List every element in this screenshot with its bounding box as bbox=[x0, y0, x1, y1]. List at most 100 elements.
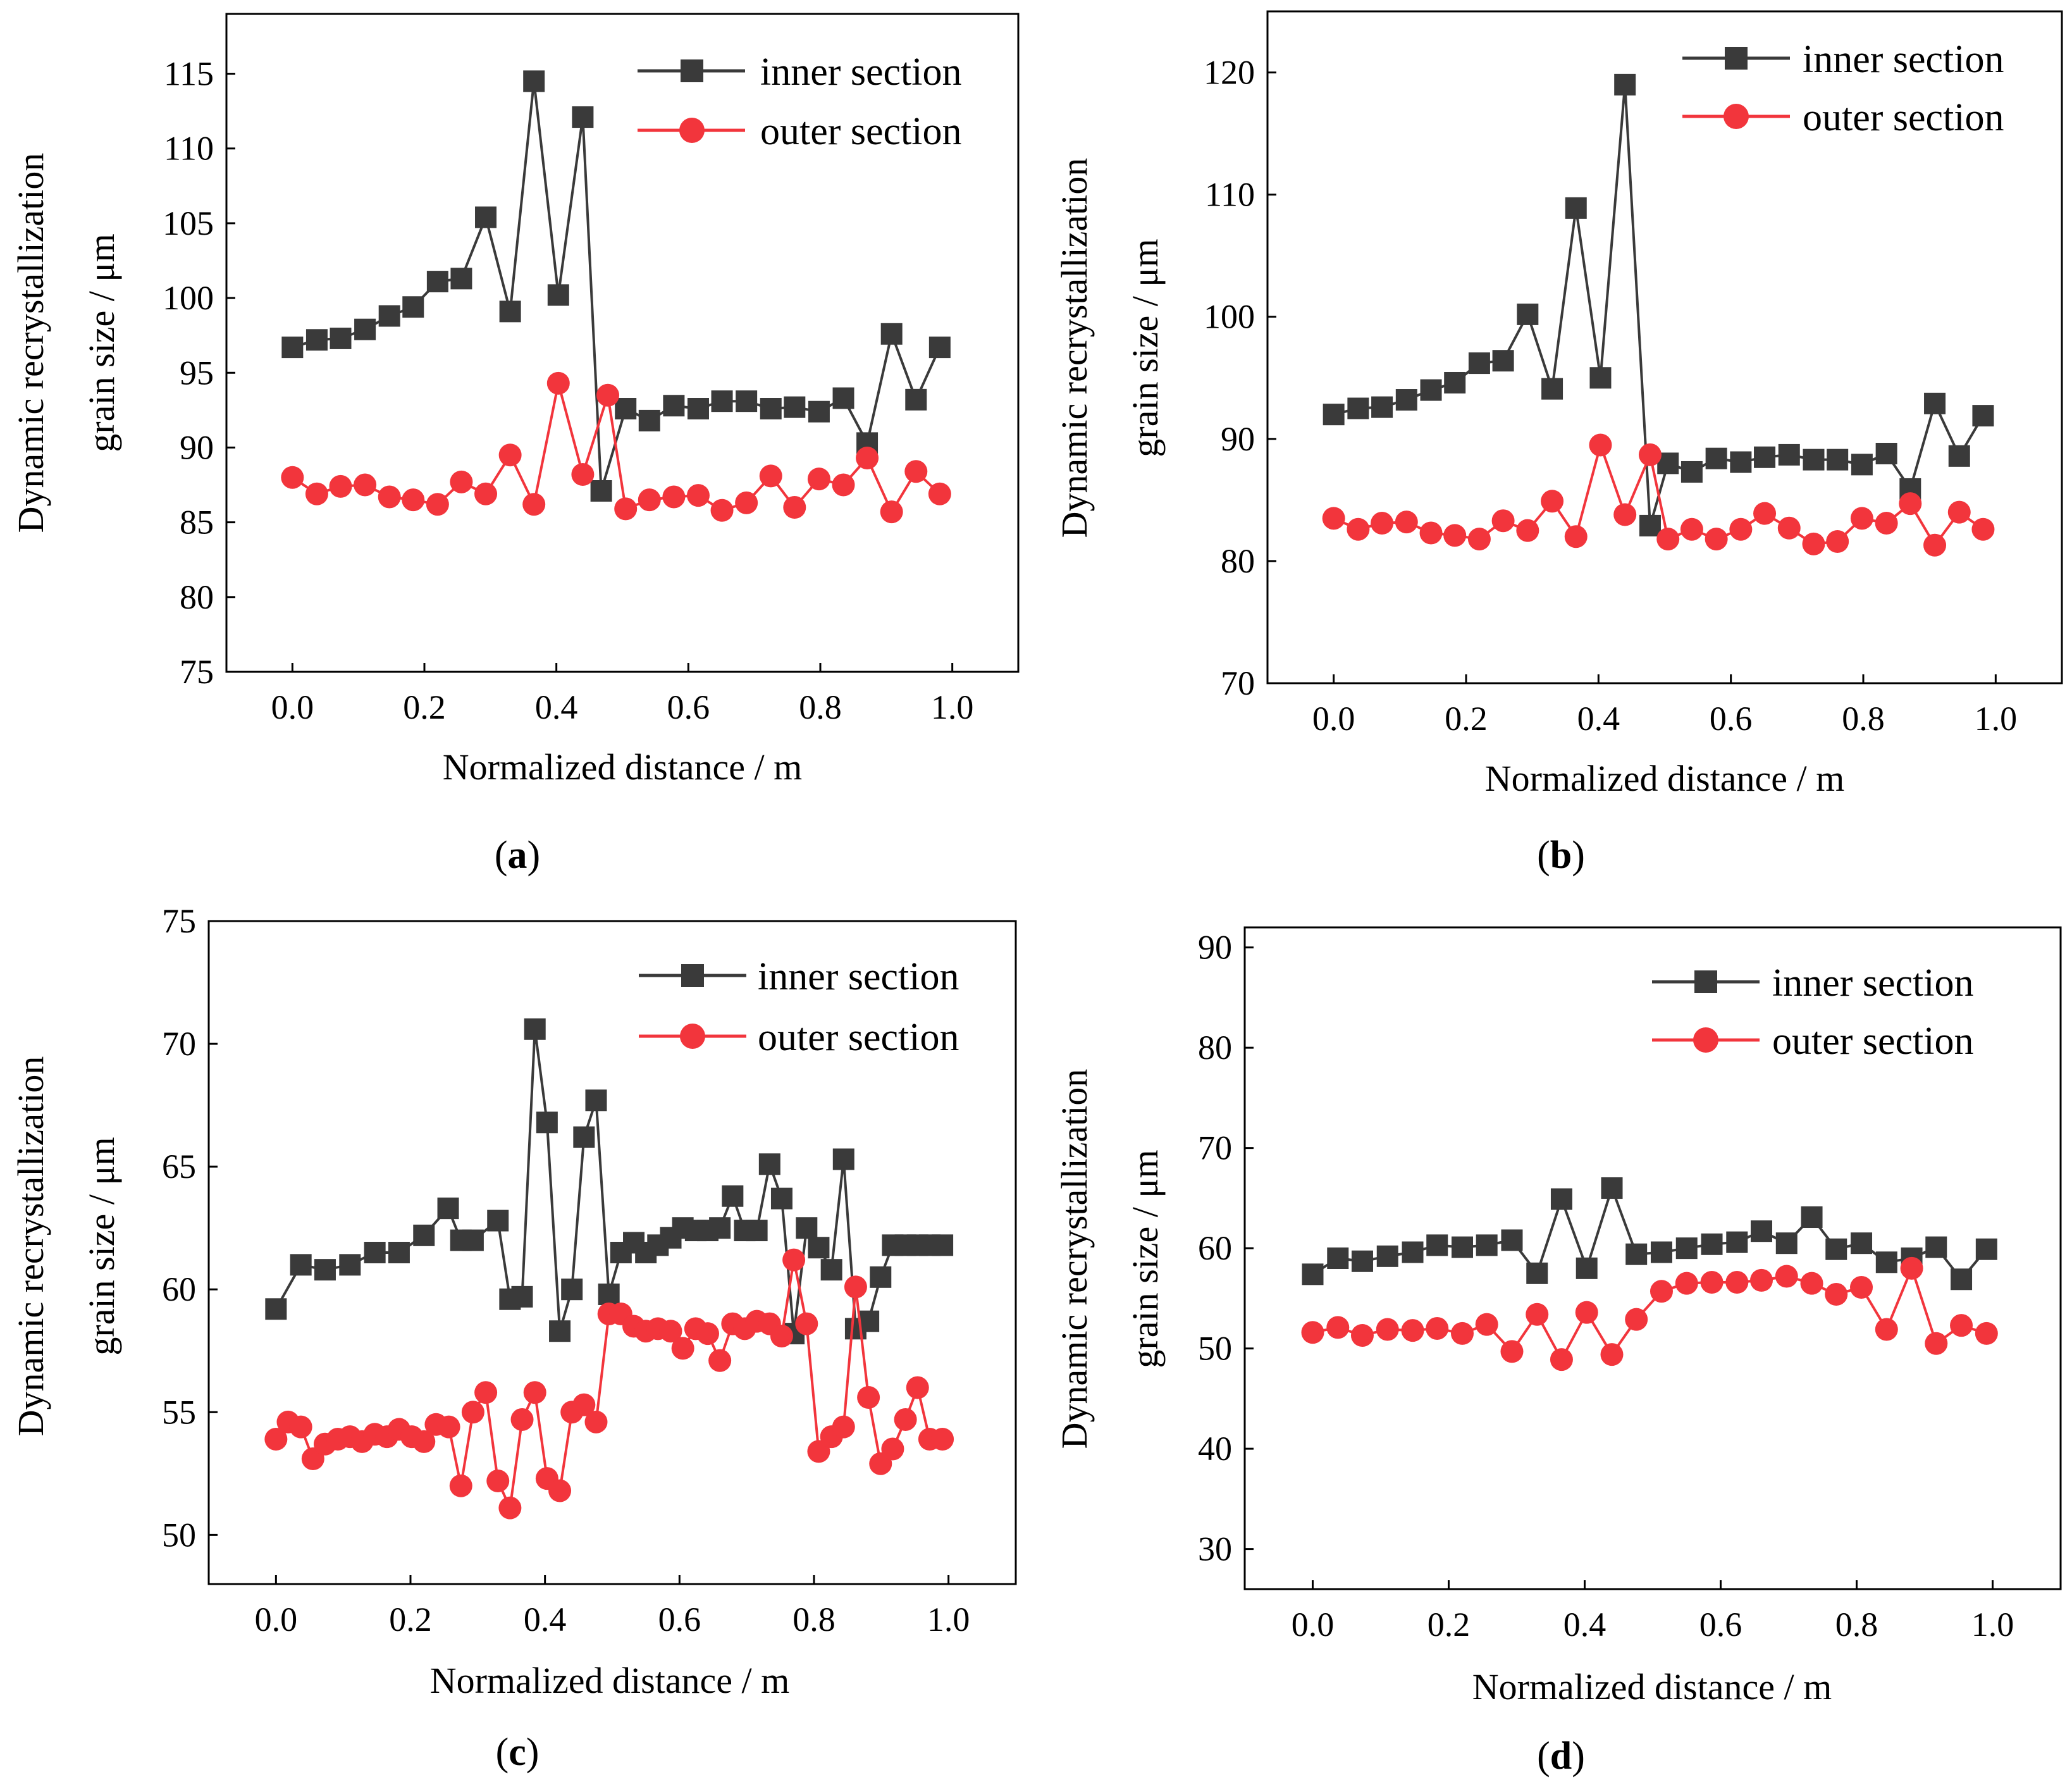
panel-d-outer-point bbox=[1600, 1343, 1624, 1366]
panel-c-inner-point bbox=[770, 1187, 792, 1210]
panel-c-outer-point bbox=[795, 1312, 818, 1335]
panel-a-outer-point bbox=[759, 464, 782, 488]
panel-c-legend-inner-label: inner section bbox=[758, 955, 959, 998]
panel-d-inner-point bbox=[1851, 1232, 1873, 1254]
panel-a-outer-point bbox=[498, 443, 522, 467]
panel-d-legend-inner-marker bbox=[1694, 970, 1717, 993]
panel-a-outer-point bbox=[735, 491, 758, 514]
panel-d-inner-point bbox=[1701, 1233, 1723, 1255]
panel-c-outer-point bbox=[857, 1386, 880, 1409]
panel-b-outer-point bbox=[1541, 490, 1564, 513]
panel-b-inner-point bbox=[1680, 461, 1703, 483]
panel-d-inner-point bbox=[1726, 1231, 1748, 1253]
panel-b-inner-point bbox=[1492, 350, 1514, 372]
panel-c-outer-point bbox=[931, 1427, 954, 1451]
panel-b-x-tick-label: 0.0 bbox=[1312, 700, 1355, 738]
panel-a-outer-point bbox=[662, 485, 686, 509]
panel-b-inner-point bbox=[1420, 379, 1442, 401]
panel-a-series-inner bbox=[281, 70, 951, 502]
panel-d-x-tick-label: 0.6 bbox=[1699, 1606, 1742, 1644]
panel-a-inner-point bbox=[572, 106, 594, 128]
panel-b-inner-point bbox=[1754, 446, 1776, 468]
panel-b-caption: (b) bbox=[1537, 834, 1585, 877]
panel-b-inner-point bbox=[1705, 447, 1727, 469]
panel-d-outer-point bbox=[1625, 1308, 1648, 1331]
panel-a-inner-point bbox=[832, 387, 854, 409]
panel-a-inner-point bbox=[475, 206, 497, 228]
panel-c-y-axis-title-line2: grain size / μm bbox=[81, 1137, 122, 1355]
panel-b-inner-point bbox=[1565, 197, 1587, 219]
panel-c-inner-point bbox=[746, 1220, 768, 1242]
panel-b-outer-line bbox=[1333, 443, 1984, 547]
panel-a-outer-point bbox=[571, 463, 595, 486]
panel-b-outer-point bbox=[1971, 517, 1995, 541]
panel-a-x-tick-label: 0.4 bbox=[535, 688, 578, 726]
panel-c-outer-point bbox=[881, 1437, 904, 1461]
panel-c-legend-outer-marker bbox=[680, 1024, 705, 1049]
panel-a-outer-point bbox=[329, 474, 352, 498]
panel-a-outer-point bbox=[354, 473, 377, 497]
panel-d-legend-inner-label: inner section bbox=[1772, 962, 1974, 1005]
panel-b-outer-point bbox=[1467, 528, 1491, 551]
panel-b-outer-point bbox=[1322, 507, 1345, 530]
panel-d-axis-ticks: 0.0 0.2 0.4 0.6 0.8 1.0 30 40 50 60 70 80 90 bbox=[1198, 929, 2014, 1644]
panel-a-inner-point bbox=[638, 409, 660, 431]
panel-d-outer-point bbox=[1451, 1322, 1474, 1345]
panel-a-y-axis-title-line1: Dynamic recrystallization bbox=[10, 153, 51, 533]
panel-a-inner-point bbox=[450, 268, 472, 290]
panel-a-inner-point bbox=[426, 271, 448, 293]
panel-a-inner-point bbox=[354, 318, 376, 340]
panel-d-outer-point bbox=[1350, 1324, 1374, 1347]
panel-c-inner-point bbox=[709, 1217, 731, 1239]
panel-d-legend-outer-label: outer section bbox=[1772, 1020, 1974, 1063]
panel-a-inner-point bbox=[711, 390, 733, 412]
panel-c-plot-frame bbox=[207, 920, 1017, 1585]
panel-a-inner-point bbox=[547, 284, 569, 306]
panel-c-inner-point bbox=[314, 1259, 336, 1281]
panel-d-inner-point bbox=[1801, 1206, 1823, 1229]
panel-d-inner-point bbox=[1675, 1237, 1698, 1260]
panel-a-outer-point bbox=[614, 497, 638, 521]
panel-a-outer-point bbox=[904, 460, 928, 483]
panel-c-inner-point bbox=[265, 1298, 287, 1320]
panel-a-caption: (a) bbox=[495, 834, 540, 877]
panel-a-legend-inner-marker bbox=[681, 59, 703, 82]
panel-c-outer-point bbox=[412, 1430, 436, 1453]
panel-c-outer-point bbox=[894, 1408, 917, 1431]
panel-d-y-tick-label: 80 bbox=[1198, 1029, 1232, 1067]
panel-c-y-tick-label: 75 bbox=[162, 902, 196, 940]
panel-a: 0.0 0.2 0.4 0.6 0.8 1.0 75 80 85 90 95 100 105 110 115… bbox=[10, 13, 1020, 877]
panel-d-inner-point bbox=[1476, 1234, 1498, 1256]
panel-c-inner-point bbox=[524, 1018, 546, 1040]
panel-d-outer-point bbox=[1750, 1268, 1773, 1292]
panel-c-y-tick-label: 55 bbox=[162, 1393, 196, 1431]
panel-a-outer-point bbox=[305, 482, 328, 505]
panel-b-inner-point bbox=[1730, 451, 1752, 473]
panel-b-outer-point bbox=[1826, 530, 1849, 554]
panel-b-inner-point bbox=[1614, 73, 1636, 96]
panel-a-outer-point bbox=[783, 496, 806, 519]
panel-b-inner-point bbox=[1323, 404, 1345, 426]
panel-c-inner-point bbox=[437, 1198, 459, 1220]
panel-b-y-axis-title-line2: grain size / μm bbox=[1125, 238, 1166, 457]
panel-a-inner-point bbox=[305, 329, 328, 351]
panel-c-inner-point bbox=[870, 1266, 892, 1288]
panel-d-outer-point bbox=[1875, 1318, 1898, 1341]
panel-a-outer-point bbox=[378, 485, 401, 509]
panel-a-axis-ticks: 0.0 0.2 0.4 0.6 0.8 1.0 75 80 85 90 95 100 105 110 115 bbox=[163, 55, 973, 726]
panel-b-inner-point bbox=[1444, 371, 1466, 393]
panel-c-inner-point bbox=[758, 1153, 780, 1175]
panel-c-outer-point bbox=[289, 1415, 312, 1439]
panel-a-y-tick-label: 105 bbox=[163, 204, 214, 242]
panel-d-inner-point bbox=[1625, 1243, 1648, 1265]
panel-a-legend-inner-label: inner section bbox=[760, 51, 962, 94]
panel-d-y-tick-label: 40 bbox=[1198, 1430, 1232, 1468]
panel-c-outer-point bbox=[832, 1415, 855, 1439]
panel-d-inner-point bbox=[1426, 1234, 1448, 1256]
panel-d-outer-point bbox=[1850, 1275, 1873, 1299]
panel-b-x-tick-label: 0.8 bbox=[1842, 700, 1885, 738]
panel-c-axis-ticks: 0.0 0.2 0.4 0.6 0.8 1.0 50 55 60 65 70 75 bbox=[162, 902, 970, 1638]
panel-d-outer-point bbox=[1775, 1265, 1798, 1288]
panel-b-outer-point bbox=[1753, 502, 1777, 525]
